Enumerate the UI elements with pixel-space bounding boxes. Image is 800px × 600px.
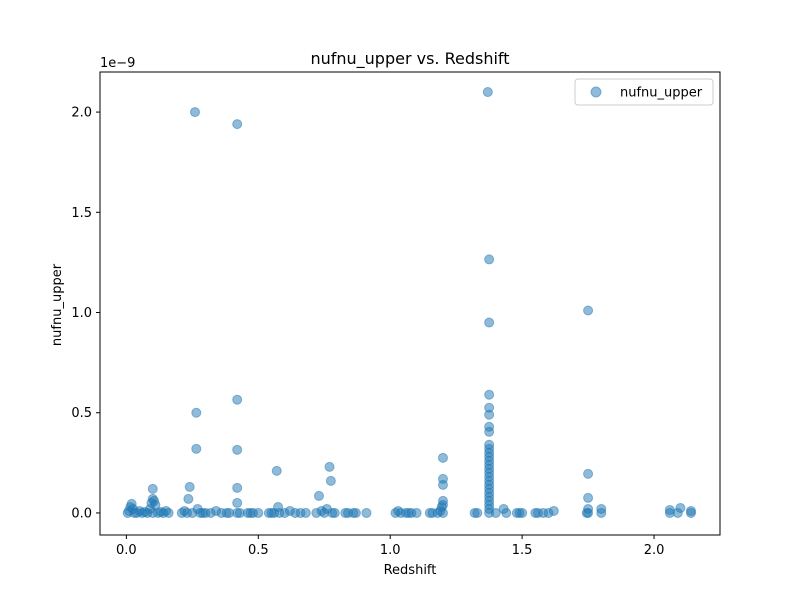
x-axis-label: Redshift [384,563,437,578]
data-point [484,409,495,420]
legend-marker [590,86,602,98]
data-point [324,461,335,472]
x-tick-label: 0.5 [248,543,269,558]
data-point [191,443,202,454]
data-point [583,305,594,316]
data-point [253,507,264,518]
y-tick-label: 1.0 [71,306,92,321]
data-point [517,507,528,518]
y-axis-label: nufnu_upper [50,263,65,346]
data-point [163,507,174,518]
data-point [232,119,243,130]
data-point [685,505,696,516]
legend-label: nufnu_upper [620,86,703,101]
y-tick-label: 1.5 [71,206,92,221]
x-axis-ticks: 0.0 0.5 1.0 1.5 2.0 [116,535,664,558]
legend-box [574,78,714,106]
data-point [482,87,493,98]
data-point [437,473,448,484]
plot-frame [99,71,721,536]
y-tick-label: 2.0 [71,106,92,121]
legend: nufnu_upper [574,78,714,106]
data-point [437,452,448,463]
data-point [548,505,559,516]
y-axis-ticks: 0.0 0.5 1.0 1.5 2.0 [71,106,100,521]
data-point [437,507,448,518]
data-point [350,507,361,518]
data-point [184,481,195,492]
data-point [191,407,202,418]
data-point [411,507,422,518]
data-point [484,426,495,437]
data-point [490,507,501,518]
data-point [271,465,282,476]
data-point [583,507,594,518]
data-point [313,490,324,501]
data-point [232,482,243,493]
data-point [329,507,340,518]
data-point [583,468,594,479]
data-point [183,493,194,504]
x-tick-label: 2.0 [644,543,665,558]
data-point [232,444,243,455]
chart-title: nufnu_upper vs. Redshift [310,49,509,69]
data-point [484,389,495,400]
x-tick-label: 1.5 [512,543,533,558]
data-point [189,107,200,118]
data-point [325,475,336,486]
data-point [361,507,372,518]
y-tick-label: 0.5 [71,406,92,421]
x-tick-label: 1.0 [380,543,401,558]
data-point [675,502,686,513]
data-point [583,492,594,503]
data-point [484,254,495,265]
data-point [472,507,483,518]
data-point [300,507,311,518]
y-tick-label: 0.0 [71,506,92,521]
data-point [501,507,512,518]
y-offset-label: 1e−9 [100,56,135,71]
data-point [147,483,158,494]
data-point [484,317,495,328]
points-layer [122,87,696,518]
data-point [232,394,243,405]
x-tick-label: 0.0 [116,543,137,558]
data-point [596,507,607,518]
data-point [232,497,243,508]
